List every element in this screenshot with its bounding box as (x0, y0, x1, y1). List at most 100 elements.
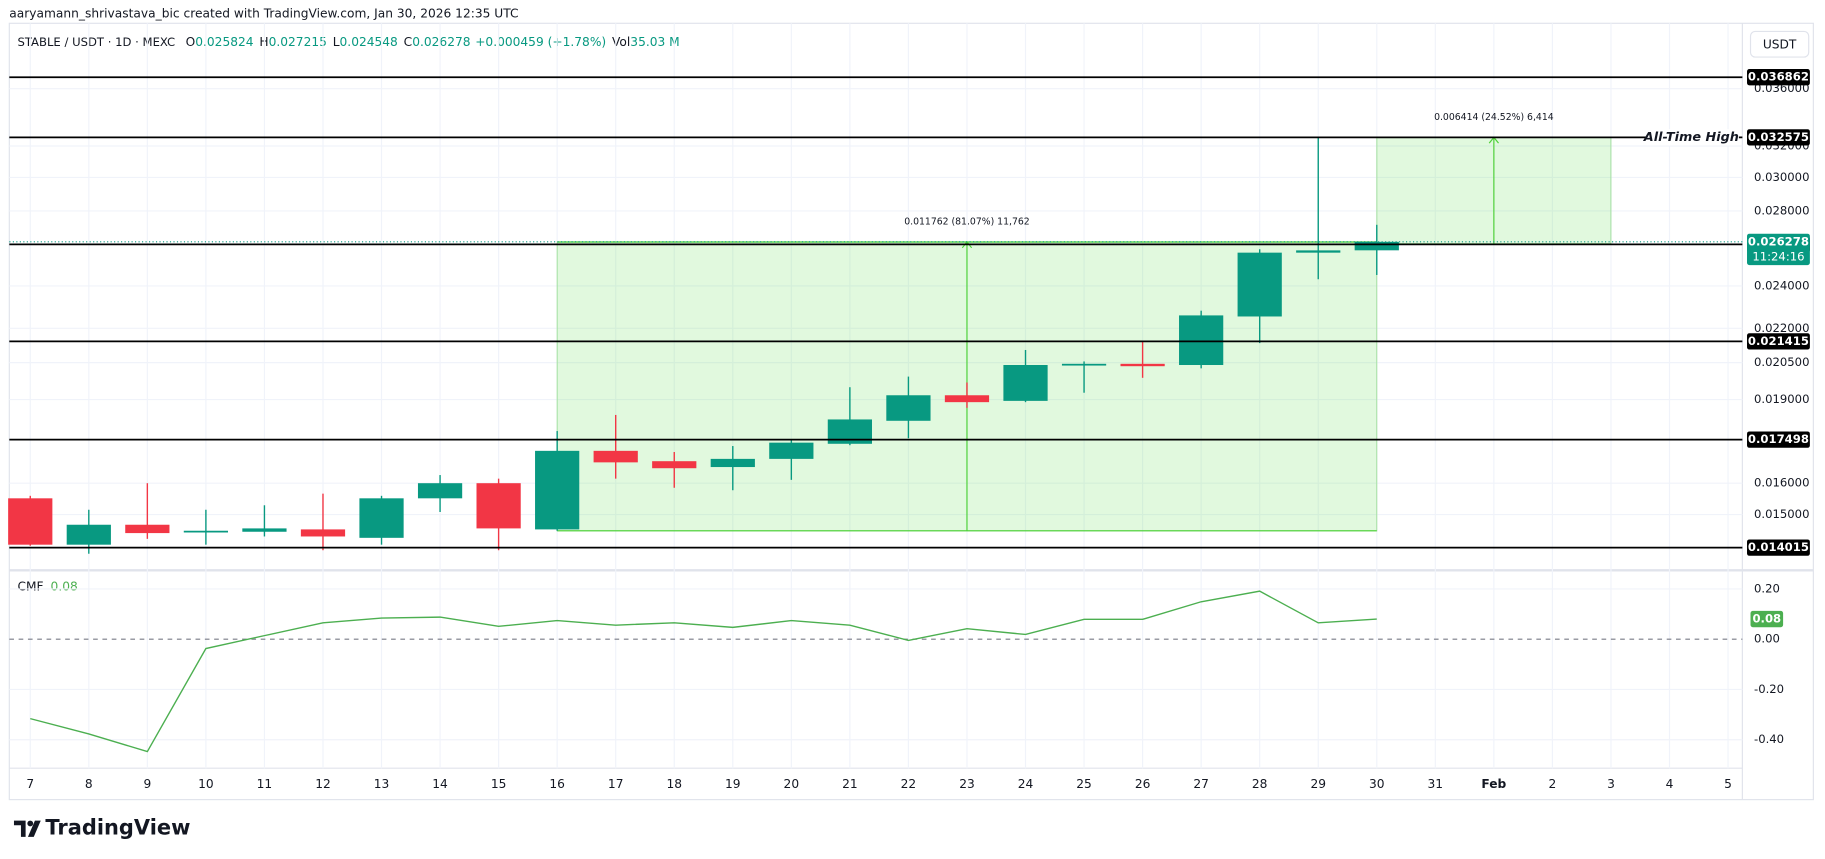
x-tick-label: 11 (257, 777, 273, 791)
ohlc-value: 0.027215 (269, 34, 327, 48)
x-tick-label: 19 (725, 777, 741, 791)
cmf-value: 0.08 (1752, 612, 1781, 626)
ohlc-value: 0.025824 (195, 34, 254, 48)
annotation-bg (1645, 129, 1739, 146)
candle-body (1296, 250, 1341, 253)
x-tick-label: 8 (85, 777, 93, 791)
ohlc-key: C (404, 34, 413, 48)
logo-icon (13, 820, 41, 837)
ohlc-key: L (333, 34, 340, 48)
level-price-box (1747, 333, 1810, 350)
candle-body (652, 461, 697, 469)
level-price: 0.017498 (1748, 432, 1809, 446)
cmf-value-box (1750, 610, 1784, 628)
x-tick-label: 15 (491, 777, 507, 791)
x-tick-label: 12 (315, 777, 331, 791)
volume: 35.03 M (630, 34, 679, 48)
indicator-value: 0.08 (51, 579, 78, 593)
candle-body (8, 498, 53, 545)
x-tick-label: 17 (608, 777, 624, 791)
candle-body (1003, 365, 1048, 401)
y-tick-label: 0.016000 (1754, 476, 1809, 490)
x-tick-label: 7 (26, 777, 34, 791)
x-tick-label: 29 (1310, 777, 1326, 791)
y-tick-label: -0.20 (1754, 682, 1784, 696)
logo-text: TradingView (45, 816, 190, 840)
candle-body (1061, 363, 1107, 366)
ohlc-value: 0.024548 (340, 34, 398, 48)
attribution: aaryamann_shrivastava_bic created with T… (9, 6, 518, 20)
x-tick-label: 22 (901, 777, 917, 791)
x-tick-label: 18 (666, 777, 682, 791)
level-price-box (1747, 69, 1810, 86)
candle-body (242, 528, 287, 532)
level-price-box (1747, 539, 1810, 556)
volume-key: Vol (612, 34, 630, 48)
y-tick-label: 0.030000 (1754, 170, 1809, 184)
candle-body (710, 458, 755, 468)
ohlc-value: 0.026278 (412, 34, 470, 48)
x-tick-label: 21 (842, 777, 858, 791)
measure-label: 0.006414 (24.52%) 6,414 (1434, 112, 1554, 123)
symbol: STABLE / USDT · 1D · MEXC (17, 34, 175, 48)
x-tick-label: 13 (374, 777, 390, 791)
y-tick-label: 0.20 (1754, 581, 1780, 595)
currency[interactable]: USDT (1763, 37, 1797, 51)
countdown: 11:24:16 (1752, 249, 1804, 263)
candle-body (417, 483, 463, 499)
cmf-line (30, 590, 1377, 753)
candle-body (125, 524, 170, 534)
x-tick-label: Feb (1481, 777, 1506, 791)
y-tick-label: 0.00 (1754, 632, 1780, 646)
level-price: 0.014015 (1748, 540, 1809, 554)
indicator-legend: CMF 0.08 (17, 579, 77, 593)
candle-body (476, 483, 521, 529)
x-tick-label: 3 (1607, 777, 1615, 791)
last-price-box (1747, 233, 1810, 266)
x-tick-label: 16 (549, 777, 565, 791)
ohlc-key: O (186, 34, 196, 48)
level-price-box (1747, 129, 1810, 146)
candle-body (769, 442, 814, 459)
candle-body (535, 450, 580, 530)
candle-body (1120, 363, 1165, 367)
y-tick-label: 0.022000 (1754, 321, 1809, 335)
last-price: 0.026278 (1748, 234, 1809, 248)
x-tick-label: 4 (1666, 777, 1674, 791)
currency-button[interactable] (1749, 30, 1810, 58)
level-price: 0.036862 (1748, 70, 1809, 84)
x-tick-label: 20 (784, 777, 800, 791)
level-price-box (1747, 431, 1810, 448)
candle-body (300, 529, 346, 537)
x-tick-label: 10 (198, 777, 214, 791)
level-price: 0.021415 (1748, 334, 1809, 348)
x-tick-label: 24 (1018, 777, 1034, 791)
frame (8, 22, 1814, 801)
x-tick-label: 30 (1369, 777, 1385, 791)
x-tick-label: 25 (1076, 777, 1092, 791)
x-tick-label: 27 (1193, 777, 1209, 791)
level-annotation: All-Time High (1643, 130, 1739, 145)
y-tick-label: -0.40 (1754, 732, 1784, 746)
y-tick-label: 0.028000 (1754, 203, 1809, 217)
indicator-name: CMF (17, 579, 43, 593)
candle-body (183, 530, 229, 533)
candle-body (1179, 315, 1224, 366)
candle-body (944, 395, 990, 403)
y-tick-label: 0.020500 (1754, 355, 1809, 369)
measure-label: 0.011762 (81.07%) 11,762 (904, 217, 1030, 228)
change: +0.000459 (+1.78%) (475, 34, 606, 48)
x-tick-label: 14 (432, 777, 448, 791)
candle-body (359, 498, 404, 538)
x-tick-label: 28 (1252, 777, 1268, 791)
x-tick-label: 2 (1549, 777, 1557, 791)
x-tick-label: 26 (1135, 777, 1151, 791)
y-tick-label: 0.024000 (1754, 278, 1809, 292)
y-tick-label: 0.019000 (1754, 392, 1809, 406)
x-tick-label: 9 (143, 777, 151, 791)
y-tick-label: 0.015000 (1754, 507, 1809, 521)
level-price: 0.032575 (1748, 130, 1809, 144)
